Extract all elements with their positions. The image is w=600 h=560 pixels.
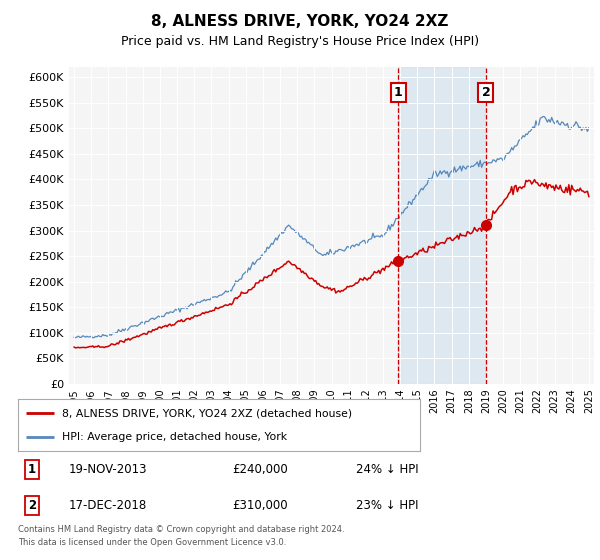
Text: 17-DEC-2018: 17-DEC-2018 <box>69 499 147 512</box>
Text: 1: 1 <box>28 463 36 476</box>
Text: HPI: Average price, detached house, York: HPI: Average price, detached house, York <box>62 432 287 442</box>
Text: 24% ↓ HPI: 24% ↓ HPI <box>356 463 419 476</box>
Bar <box>398 67 486 384</box>
Text: 2: 2 <box>482 86 490 99</box>
Text: This data is licensed under the Open Government Licence v3.0.: This data is licensed under the Open Gov… <box>18 538 286 547</box>
Text: 23% ↓ HPI: 23% ↓ HPI <box>356 499 419 512</box>
Text: £310,000: £310,000 <box>232 499 288 512</box>
Text: Contains HM Land Registry data © Crown copyright and database right 2024.: Contains HM Land Registry data © Crown c… <box>18 525 344 534</box>
Text: 19-NOV-2013: 19-NOV-2013 <box>69 463 147 476</box>
Text: 1: 1 <box>394 86 403 99</box>
Text: £240,000: £240,000 <box>232 463 288 476</box>
Text: 2: 2 <box>28 499 36 512</box>
Text: Price paid vs. HM Land Registry's House Price Index (HPI): Price paid vs. HM Land Registry's House … <box>121 35 479 48</box>
Text: 8, ALNESS DRIVE, YORK, YO24 2XZ: 8, ALNESS DRIVE, YORK, YO24 2XZ <box>151 14 449 29</box>
Text: 8, ALNESS DRIVE, YORK, YO24 2XZ (detached house): 8, ALNESS DRIVE, YORK, YO24 2XZ (detache… <box>62 408 352 418</box>
